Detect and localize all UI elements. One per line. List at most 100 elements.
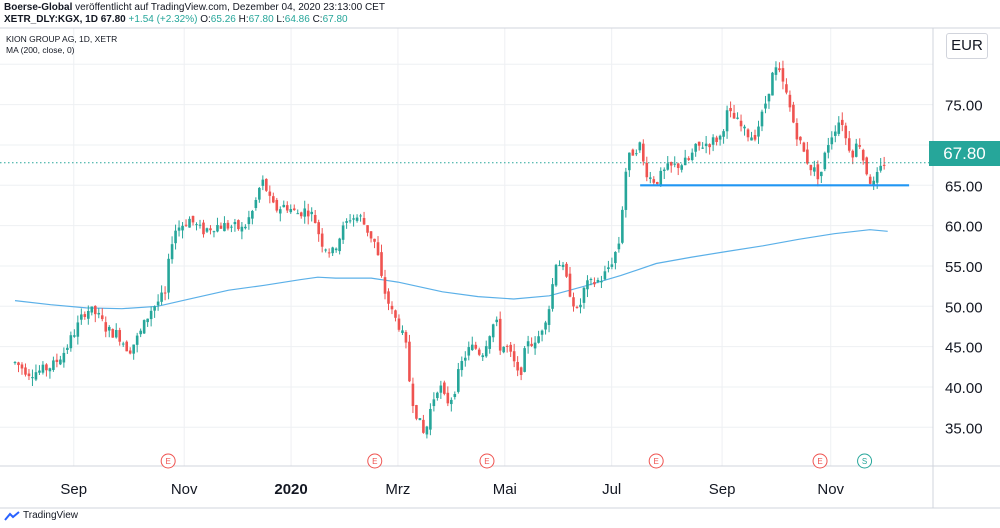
candle-body bbox=[516, 361, 519, 371]
candle-body bbox=[41, 364, 45, 373]
candle-body bbox=[795, 123, 799, 140]
candle-body bbox=[289, 209, 293, 213]
candle-body bbox=[198, 224, 202, 226]
tradingview-logo-icon bbox=[4, 510, 20, 521]
candle-body bbox=[872, 180, 875, 186]
candle-body bbox=[802, 142, 806, 152]
candle-body bbox=[854, 143, 858, 157]
candle-body bbox=[694, 143, 697, 152]
candle-body bbox=[258, 187, 261, 200]
open-label: O: bbox=[200, 14, 211, 25]
candle-body bbox=[345, 221, 348, 223]
candle-body bbox=[202, 222, 205, 235]
candle-body bbox=[369, 231, 373, 239]
candle-body bbox=[565, 263, 568, 277]
candle-body bbox=[170, 244, 174, 260]
candle-body bbox=[785, 84, 788, 93]
symbol-label: XETR_DLY:KGX, 1D bbox=[4, 14, 98, 25]
candle-body bbox=[17, 362, 20, 366]
candle-body bbox=[387, 291, 390, 304]
y-tick-label: 55.00 bbox=[945, 259, 983, 276]
candle-body bbox=[645, 162, 649, 178]
event-marker-label: E bbox=[165, 457, 170, 466]
candle-body bbox=[320, 233, 324, 247]
candle-body bbox=[104, 322, 108, 332]
candle-body bbox=[572, 297, 575, 307]
candle-body bbox=[697, 141, 701, 146]
chart-legend-indicator: MA (200, close, 0) bbox=[6, 45, 75, 55]
candle-body bbox=[83, 314, 87, 317]
candle-body bbox=[209, 228, 212, 231]
candle-body bbox=[153, 306, 156, 311]
candle-body bbox=[128, 350, 132, 354]
candle-body bbox=[847, 138, 851, 151]
y-tick-label: 65.00 bbox=[945, 178, 983, 195]
candle-body bbox=[502, 346, 505, 353]
candle-body bbox=[711, 137, 715, 145]
candle-body bbox=[837, 122, 841, 134]
candle-body bbox=[69, 335, 73, 349]
publish-info: Boerse-Global veröffentlicht auf Trading… bbox=[4, 2, 385, 13]
candle-body bbox=[244, 226, 247, 229]
candle-body bbox=[642, 143, 645, 162]
candle-body bbox=[149, 310, 153, 320]
candle-body bbox=[764, 103, 767, 109]
candle-body bbox=[135, 335, 139, 345]
candle-body bbox=[659, 170, 663, 186]
candle-body bbox=[87, 310, 90, 319]
candle-body bbox=[324, 249, 327, 251]
candle-body bbox=[498, 318, 502, 351]
candle-body bbox=[296, 213, 300, 215]
candle-body bbox=[265, 178, 268, 191]
candle-body bbox=[275, 199, 279, 211]
earnings-event-marker bbox=[648, 453, 664, 469]
candle-body bbox=[292, 208, 296, 211]
candle-body bbox=[673, 163, 677, 165]
candle-body bbox=[191, 215, 195, 223]
candle-body bbox=[474, 344, 478, 349]
candle-body bbox=[247, 217, 251, 225]
y-tick-label: 35.00 bbox=[945, 420, 983, 437]
candle-body bbox=[687, 158, 690, 160]
candle-body bbox=[457, 369, 460, 392]
candle-body bbox=[401, 330, 404, 334]
candle-body bbox=[586, 280, 589, 290]
candle-body bbox=[652, 179, 656, 183]
candle-body bbox=[820, 171, 823, 177]
candle-body bbox=[879, 165, 882, 171]
candle-body bbox=[216, 225, 219, 232]
candle-body bbox=[261, 179, 265, 186]
candle-body bbox=[240, 226, 244, 232]
x-tick-label: Mrz bbox=[385, 481, 410, 498]
candle-body bbox=[732, 112, 736, 119]
event-marker-label: E bbox=[372, 457, 377, 466]
candle-body bbox=[715, 137, 718, 143]
publish-details: veröffentlicht auf TradingView.com, Deze… bbox=[75, 2, 385, 13]
high-label: H: bbox=[238, 14, 249, 25]
candle-body bbox=[278, 209, 282, 214]
candle-body bbox=[868, 176, 872, 184]
earnings-event-marker bbox=[160, 453, 176, 469]
candle-body bbox=[425, 426, 429, 435]
candle-body bbox=[93, 305, 97, 315]
last-price-label: 67.80 bbox=[929, 141, 1000, 166]
candle-body bbox=[436, 392, 439, 399]
candle-body bbox=[505, 345, 509, 347]
candle-body bbox=[638, 142, 642, 151]
candle-body bbox=[526, 341, 530, 347]
candle-body bbox=[31, 377, 34, 379]
currency-button[interactable]: EUR bbox=[946, 33, 988, 59]
candle-body bbox=[439, 385, 443, 393]
candle-body bbox=[282, 204, 286, 208]
candle-body bbox=[844, 125, 848, 139]
x-tick-label: Jul bbox=[602, 481, 621, 498]
candle-body bbox=[174, 230, 177, 244]
candle-body bbox=[306, 210, 310, 217]
candle-body bbox=[48, 368, 52, 372]
candle-body bbox=[840, 119, 844, 126]
y-tick-label: 40.00 bbox=[945, 380, 983, 397]
candle-body bbox=[830, 137, 834, 145]
candle-body bbox=[219, 225, 223, 229]
candle-body bbox=[66, 347, 69, 350]
